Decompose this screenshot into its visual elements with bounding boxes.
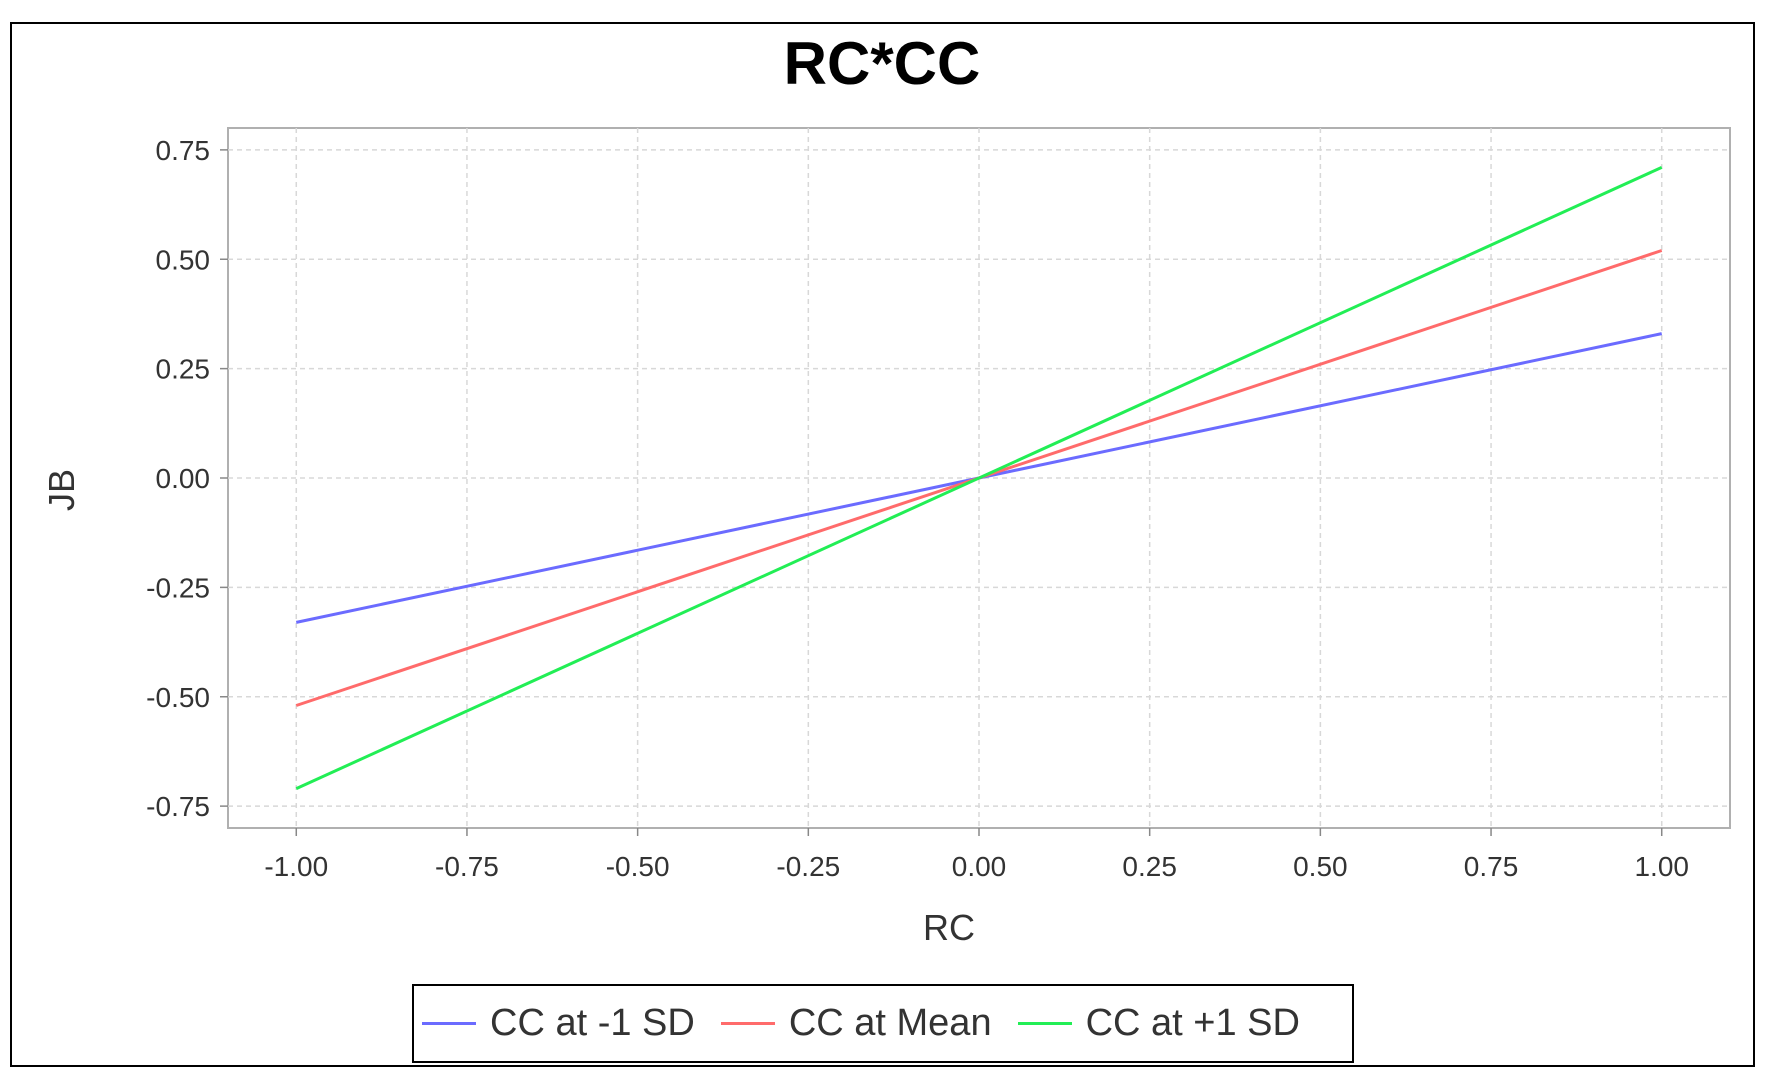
y-tick-label: 0.00	[156, 463, 211, 494]
chart-frame: RC*CC -1.00 -0.75 -0.50 -0.25 0.00 0.25 0.50 0.…	[10, 22, 1755, 1067]
x-tick-label: 1.00	[1634, 851, 1689, 882]
legend-swatch	[720, 1022, 775, 1025]
legend-item-cc-plus-1sd: CC at +1 SD	[1017, 1002, 1300, 1045]
legend-swatch	[422, 1022, 476, 1025]
chart-title: RC*CC	[784, 30, 981, 97]
y-tick-label: -0.75	[146, 791, 210, 822]
legend-item-cc-mean: CC at Mean	[720, 1002, 992, 1045]
y-tick-label: -0.50	[146, 682, 210, 713]
x-axis-label: RC	[923, 907, 975, 948]
legend-label: CC at -1 SD	[490, 1002, 695, 1044]
x-tick-label: 0.50	[1293, 851, 1348, 882]
x-tick-label: 0.75	[1464, 851, 1519, 882]
y-tick-label: 0.50	[156, 244, 211, 275]
legend-swatch	[1017, 1022, 1072, 1025]
x-tick-label: -1.00	[264, 851, 328, 882]
x-axis-ticks: -1.00 -0.75 -0.50 -0.25 0.00 0.25 0.50 0.75 1.00	[264, 828, 1689, 882]
x-tick-label: 0.00	[952, 851, 1007, 882]
x-tick-label: -0.50	[606, 851, 670, 882]
y-axis-label: JB	[41, 469, 82, 511]
series-lines	[295, 166, 1663, 790]
x-tick-label: -0.25	[776, 851, 840, 882]
line-chart: RC*CC -1.00 -0.75 -0.50 -0.25 0.00 0.25 0.50 0.…	[41, 30, 1731, 948]
series-line-2	[295, 166, 1663, 790]
y-tick-label: 0.75	[156, 135, 211, 166]
y-axis-ticks: 0.75 0.50 0.25 0.00 -0.25 -0.50 -0.75	[146, 135, 228, 822]
y-tick-label: 0.25	[156, 354, 211, 385]
legend: CC at -1 SD CC at Mean CC at +1 SD	[412, 984, 1354, 1063]
x-tick-label: 0.25	[1122, 851, 1177, 882]
legend-item-cc-minus-1sd: CC at -1 SD	[422, 1002, 695, 1045]
legend-label: CC at Mean	[788, 1002, 992, 1044]
y-tick-label: -0.25	[146, 572, 210, 603]
legend-label: CC at +1 SD	[1085, 1002, 1300, 1044]
x-tick-label: -0.75	[435, 851, 499, 882]
